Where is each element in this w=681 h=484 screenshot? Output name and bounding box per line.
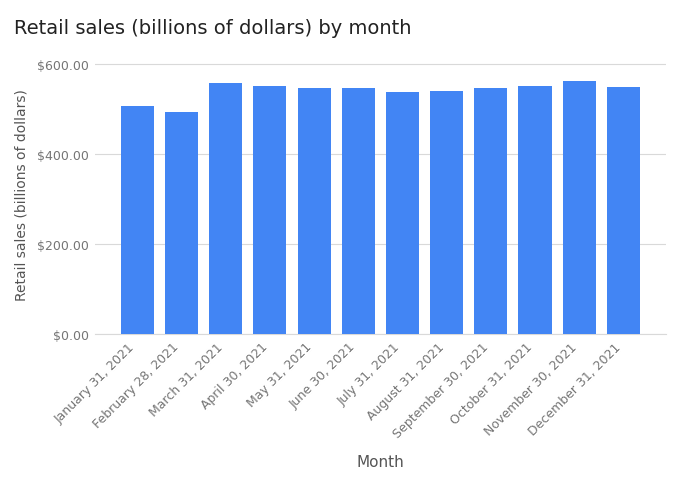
X-axis label: Month: Month — [357, 454, 405, 469]
Bar — [563, 82, 596, 335]
Bar — [386, 93, 419, 335]
Bar — [430, 92, 463, 335]
Bar — [253, 87, 287, 335]
Bar — [165, 113, 198, 335]
Text: Retail sales (billions of dollars) by month: Retail sales (billions of dollars) by mo… — [14, 19, 411, 38]
Bar — [518, 87, 552, 335]
Bar — [209, 84, 242, 335]
Bar — [607, 88, 640, 335]
Bar — [298, 89, 331, 335]
Y-axis label: Retail sales (billions of dollars): Retail sales (billions of dollars) — [15, 89, 29, 300]
Bar — [342, 89, 375, 335]
Bar — [474, 89, 507, 335]
Bar — [121, 107, 154, 335]
